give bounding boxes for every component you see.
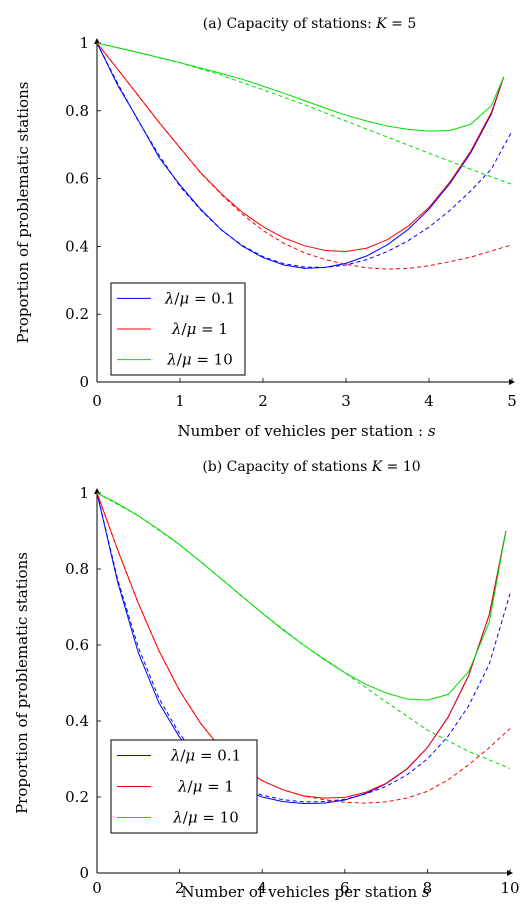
legend-entry: λ/μ = 1 (177, 778, 234, 796)
series-line-0 (96, 42, 505, 269)
series-line-4 (96, 42, 505, 132)
y-tick-label: 0.4 (65, 237, 89, 255)
chart-panel-b: (b) Capacity of stations K = 10 0 2 4 6 8 10 0 0… (13, 459, 520, 901)
series-line-3 (96, 42, 513, 270)
x-tick-label: 10 (500, 879, 519, 897)
y-tick-label: 0.2 (65, 788, 89, 806)
x-axis-label: Number of vehicles per station s (181, 883, 430, 901)
x-tick-label: 0 (92, 392, 102, 410)
x-tick-label: 1 (175, 392, 185, 410)
y-tick-label: 0.4 (65, 712, 89, 730)
legend-entry: λ/μ = 10 (166, 351, 233, 369)
x-tick-label: 5 (507, 392, 517, 410)
x-tick-label: 6 (340, 879, 350, 897)
y-tick-label: 0.6 (65, 636, 89, 654)
legend-entry: λ/μ = 0.1 (164, 289, 235, 307)
legend: λ/μ = 0.1 λ/μ = 1 λ/μ = 10 (110, 739, 258, 834)
series-line-4 (96, 492, 507, 701)
series-line-5 (96, 42, 513, 185)
y-axis-label: Proportion of problematic stations (14, 82, 32, 344)
x-tick-label: 4 (424, 392, 434, 410)
y-tick-label: 1 (79, 484, 89, 502)
x-tick-label: 2 (175, 879, 185, 897)
chart-panel-a: (a) Capacity of stations: K = 5 0 1 2 3 4 5 0 0.… (14, 16, 517, 440)
x-tick-label: 4 (257, 879, 267, 897)
y-axis-label: Proportion of problematic stations (13, 552, 31, 814)
x-tick-label: 8 (423, 879, 433, 897)
legend-entry: λ/μ = 0.1 (170, 747, 241, 765)
legend: λ/μ = 0.1 λ/μ = 1 λ/μ = 10 (110, 282, 246, 376)
y-tick-label: 0.8 (65, 102, 89, 120)
series-line-2 (96, 42, 505, 253)
x-tick-label: 0 (92, 879, 102, 897)
chart-title: (b) Capacity of stations K = 10 (202, 459, 420, 475)
chart-title: (a) Capacity of stations: K = 5 (203, 16, 417, 32)
series-line-3 (96, 492, 511, 804)
series-line-5 (96, 492, 511, 769)
y-axis-arrow (94, 38, 100, 44)
y-tick-label: 1 (79, 34, 89, 52)
x-tick-label: 2 (258, 392, 268, 410)
y-tick-label: 0 (79, 864, 89, 882)
y-axis-arrow (94, 488, 100, 494)
y-tick-label: 0.6 (65, 170, 89, 188)
series-line-1 (96, 492, 511, 803)
series-line-1 (96, 42, 513, 268)
legend-entry: λ/μ = 10 (172, 809, 239, 827)
y-tick-label: 0 (79, 373, 89, 391)
y-tick-label: 0.8 (65, 560, 89, 578)
legend-entry: λ/μ = 1 (171, 320, 228, 338)
y-tick-label: 0.2 (65, 305, 89, 323)
x-axis-label: Number of vehicles per station : s (177, 422, 435, 440)
x-tick-label: 3 (341, 392, 351, 410)
